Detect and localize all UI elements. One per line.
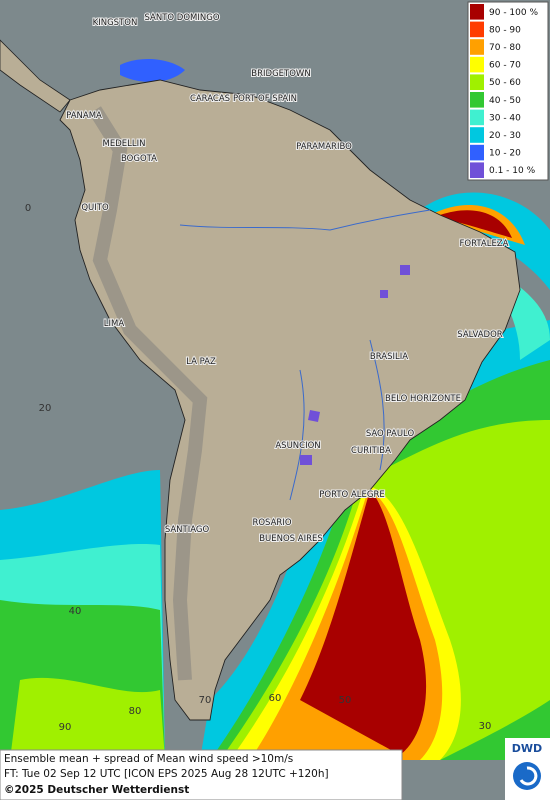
city-label: CURITIBA (351, 446, 391, 456)
legend-swatch (470, 92, 484, 108)
legend-label: 80 - 90 (489, 25, 521, 35)
city-label: FORTALEZA (460, 239, 509, 249)
wind-area (300, 490, 427, 755)
graticule-label: 90 (59, 722, 72, 733)
legend-label: 30 - 40 (489, 113, 521, 123)
legend-label: 50 - 60 (489, 78, 521, 88)
city-label: PORT OF SPAIN (233, 94, 297, 104)
wind-area (10, 677, 165, 760)
city-label: BELO HORIZONTE (385, 394, 461, 404)
legend: 90 - 100 % 80 - 90 70 - 80 60 - 70 50 - 60 40… (467, 1, 549, 181)
wind-area (120, 58, 185, 82)
graticule-label: 60 (269, 693, 282, 704)
footer-box (0, 749, 403, 800)
city-label: KINGSTON (93, 18, 138, 28)
graticule-label: 0 (25, 203, 31, 214)
city-label: ROSARIO (252, 518, 291, 528)
river (179, 209, 431, 501)
footer-line: Ensemble mean + spread of Mean wind spee… (4, 753, 293, 765)
graticule-label: 50 (339, 695, 352, 706)
city-label: BUENOS AIRES (259, 534, 323, 544)
city-label: LA PAZ (186, 357, 216, 367)
legend-label: 70 - 80 (489, 43, 521, 53)
city-label: MEDELLIN (103, 139, 146, 149)
graticule-label: 30 (479, 721, 492, 732)
legend-label: 10 - 20 (489, 149, 521, 159)
logo-icon (519, 766, 538, 786)
city-label: BRIDGETOWN (251, 69, 310, 79)
city-label: CARACAS (190, 94, 230, 104)
city-label: SANTO DOMINGO (144, 13, 219, 23)
legend-swatch (470, 21, 484, 38)
legend-label: 20 - 30 (489, 131, 521, 141)
city-label: SAO PAULO (366, 429, 415, 439)
graticule-label: 80 (129, 706, 142, 717)
legend-swatch (470, 4, 484, 20)
legend-swatch (470, 56, 484, 73)
footer-line: FT: Tue 02 Sep 12 UTC [ICON EPS 2025 Aug… (4, 768, 329, 780)
city-label: SALVADOR (457, 330, 502, 340)
andes (89, 106, 208, 681)
city-label: PARAMARIBO (296, 142, 352, 152)
city-label: BRASILIA (370, 352, 408, 362)
city-label: LIMA (104, 319, 125, 329)
city-label: BOGOTA (121, 154, 157, 164)
city-label: PORTO ALEGRE (319, 490, 384, 500)
legend-label: 0.1 - 10 % (489, 166, 536, 176)
city-label: SANTIAGO (165, 525, 210, 535)
legend-label: 60 - 70 (489, 61, 521, 71)
legend-swatch (470, 109, 484, 126)
legend-swatch (470, 144, 484, 161)
legend-swatch (470, 162, 484, 178)
city-label: QUITO (81, 203, 109, 213)
land (0, 39, 71, 113)
legend-swatch (470, 39, 484, 55)
wind-area (440, 210, 512, 238)
city-label: PANAMA (66, 111, 102, 121)
legend-swatch (470, 74, 484, 90)
city-label: ASUNCION (275, 441, 320, 451)
graticule-label: 20 (39, 403, 52, 414)
graticule-label: 70 (199, 695, 212, 706)
logo: DWD (512, 742, 542, 755)
legend-swatch (470, 127, 484, 143)
legend-label: 90 - 100 % (489, 8, 538, 18)
footer-line: ©2025 Deutscher Wetterdienst (4, 784, 189, 796)
graticule-label: 40 (69, 606, 82, 617)
legend-label: 40 - 50 (489, 96, 521, 106)
land (59, 79, 521, 721)
